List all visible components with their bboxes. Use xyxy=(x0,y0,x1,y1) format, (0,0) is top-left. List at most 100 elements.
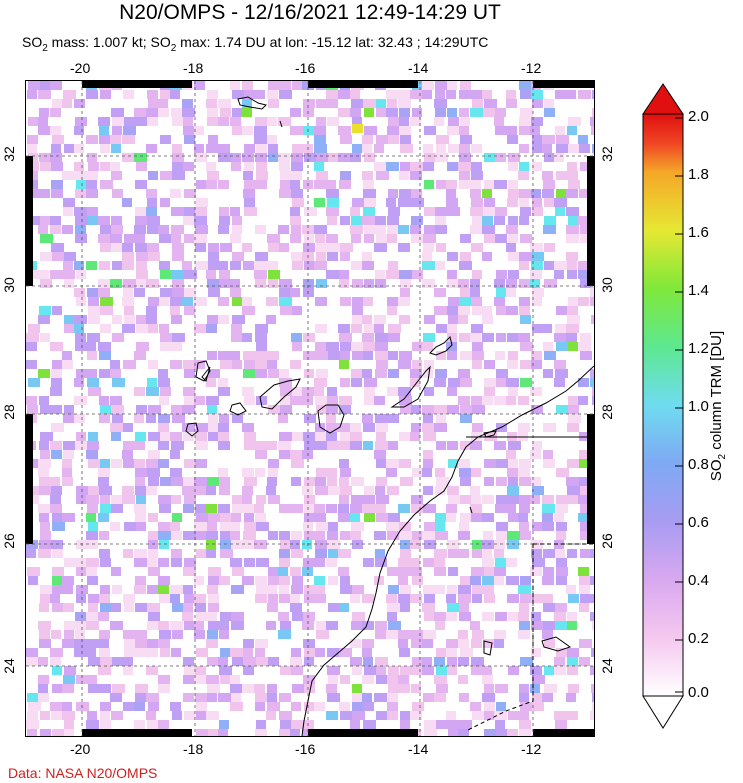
so2-pixel xyxy=(242,81,253,90)
so2-pixel xyxy=(410,90,423,99)
so2-pixel xyxy=(158,108,169,117)
so2-pixel xyxy=(62,360,73,369)
so2-pixel xyxy=(423,234,436,243)
so2-pixel xyxy=(98,666,111,675)
so2-pixel xyxy=(184,495,196,504)
so2-pixel xyxy=(424,126,436,135)
so2-pixel xyxy=(458,675,468,684)
so2-pixel xyxy=(376,459,388,468)
so2-pixel xyxy=(495,612,507,621)
so2-pixel xyxy=(567,306,578,315)
so2-pixel xyxy=(507,729,518,736)
so2-pixel xyxy=(230,702,243,711)
so2-pixel xyxy=(267,684,277,693)
so2-pixel xyxy=(100,585,110,594)
so2-pixel xyxy=(291,549,303,558)
so2-pixel xyxy=(98,477,109,486)
so2-pixel xyxy=(75,117,87,126)
so2-pixel xyxy=(568,180,580,189)
so2-pixel xyxy=(88,216,100,225)
so2-pixel xyxy=(351,342,364,351)
so2-pixel xyxy=(280,405,292,414)
so2-pixel xyxy=(326,423,339,432)
so2-pixel xyxy=(400,540,413,549)
so2-pixel xyxy=(208,513,221,522)
so2-pixel xyxy=(375,486,385,495)
so2-pixel xyxy=(207,315,220,324)
so2-pixel xyxy=(350,207,360,216)
so2-pixel xyxy=(387,675,399,684)
so2-pixel xyxy=(482,216,493,225)
so2-pixel xyxy=(135,486,146,495)
inland-feature xyxy=(541,636,572,652)
so2-pixel xyxy=(316,621,326,630)
so2-pixel xyxy=(220,522,230,531)
so2-pixel xyxy=(472,99,483,108)
so2-pixel xyxy=(508,441,521,450)
so2-pixel xyxy=(74,396,87,405)
lat-tick-right: 26 xyxy=(598,533,615,549)
so2-pixel xyxy=(40,252,52,261)
so2-pixel xyxy=(74,639,87,648)
so2-pixel xyxy=(386,630,399,639)
so2-pixel xyxy=(244,198,255,207)
so2-pixel xyxy=(567,423,579,432)
so2-pixel xyxy=(87,576,98,585)
so2-pixel xyxy=(219,207,229,216)
so2-pixel xyxy=(220,513,233,522)
so2-pixel xyxy=(254,504,264,513)
so2-pixel xyxy=(568,405,579,414)
so2-pixel xyxy=(86,612,98,621)
so2-pixel xyxy=(410,540,421,549)
so2-pixel xyxy=(40,585,53,594)
so2-pixel xyxy=(220,243,232,252)
so2-pixel xyxy=(182,405,195,414)
so2-pixel xyxy=(530,279,540,288)
so2-pixel xyxy=(194,234,207,243)
so2-pixel xyxy=(316,468,328,477)
so2-pixel xyxy=(543,459,555,468)
so2-pixel xyxy=(74,621,87,630)
so2-pixel xyxy=(196,612,209,621)
so2-pixel xyxy=(496,369,508,378)
so2-pixel xyxy=(206,180,217,189)
so2-pixel xyxy=(554,333,567,342)
so2-pixel xyxy=(183,675,194,684)
so2-pixel xyxy=(88,162,99,171)
so2-pixel xyxy=(183,432,194,441)
so2-pixel xyxy=(388,351,398,360)
so2-pixel xyxy=(38,369,50,378)
so2-pixel xyxy=(387,567,400,576)
so2-pixel xyxy=(232,216,242,225)
so2-pixel xyxy=(327,117,339,126)
so2-pixel xyxy=(218,153,231,162)
so2-pixel xyxy=(160,270,172,279)
so2-pixel xyxy=(40,333,50,342)
so2-pixel xyxy=(196,198,208,207)
so2-pixel xyxy=(567,657,578,666)
so2-pixel xyxy=(244,513,254,522)
so2-pixel xyxy=(99,126,109,135)
frame-bar xyxy=(308,729,418,736)
so2-pixel xyxy=(400,144,413,153)
so2-pixel xyxy=(279,576,290,585)
so2-pixel xyxy=(436,684,448,693)
so2-pixel xyxy=(183,567,196,576)
so2-pixel xyxy=(412,360,422,369)
so2-pixel xyxy=(496,333,506,342)
so2-pixel xyxy=(123,441,136,450)
so2-pixel xyxy=(268,459,279,468)
so2-pixel xyxy=(159,234,171,243)
so2-pixel xyxy=(100,162,110,171)
so2-pixel xyxy=(328,153,338,162)
so2-pixel xyxy=(267,702,280,711)
so2-pixel xyxy=(135,207,147,216)
so2-pixel xyxy=(183,477,195,486)
so2-pixel xyxy=(232,495,243,504)
so2-pixel xyxy=(244,360,255,369)
so2-pixel xyxy=(352,585,364,594)
so2-pixel xyxy=(147,243,159,252)
so2-pixel xyxy=(110,279,122,288)
so2-pixel xyxy=(508,153,520,162)
so2-pixel xyxy=(40,234,53,243)
